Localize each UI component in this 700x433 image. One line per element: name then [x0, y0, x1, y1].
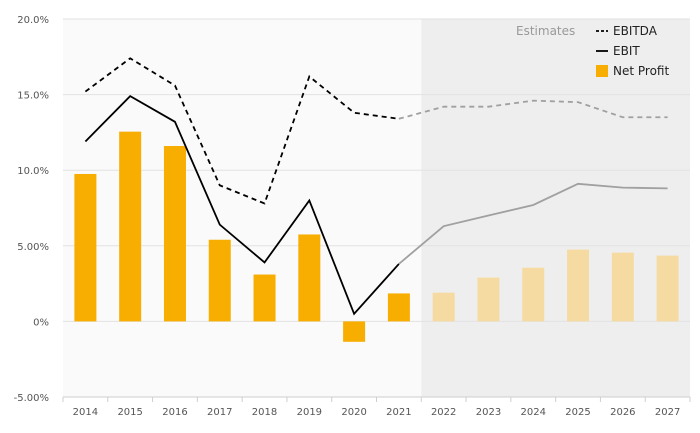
y-tick-label: 0%: [33, 317, 49, 328]
legend-swatch-net-profit: [596, 65, 608, 77]
x-tick-label: 2023: [476, 407, 501, 418]
bar-net-profit: [119, 131, 142, 322]
y-tick-label: 10.0%: [17, 166, 49, 177]
estimates-label: Estimates: [516, 24, 575, 38]
line-ebit-estimate: [398, 182, 668, 265]
bar-net-profit: [74, 173, 97, 322]
x-tick-label: 2026: [610, 407, 635, 418]
x-tick-label: 2025: [565, 407, 590, 418]
bar-net-profit: [477, 277, 500, 322]
y-tick-label: 15.0%: [17, 91, 49, 102]
bar-net-profit: [656, 255, 679, 322]
bar-net-profit: [163, 146, 186, 322]
x-tick-label: 2020: [341, 407, 366, 418]
bar-net-profit: [343, 321, 366, 342]
line-ebitda-estimate: [398, 99, 668, 120]
x-tick-label: 2019: [297, 407, 322, 418]
x-tick-label: 2027: [655, 407, 680, 418]
legend-label-ebit: EBIT: [613, 44, 640, 58]
x-tick-label: 2022: [431, 407, 456, 418]
line-ebitda-actual: [84, 57, 400, 205]
bar-net-profit: [253, 274, 276, 322]
y-tick-label: 20.0%: [17, 15, 49, 26]
legend-label-net-profit: Net Profit: [613, 64, 669, 78]
x-tick-label: 2021: [386, 407, 411, 418]
x-tick-label: 2017: [207, 407, 232, 418]
bar-net-profit: [611, 252, 634, 322]
bar-net-profit: [298, 234, 321, 322]
bar-net-profit: [208, 239, 231, 322]
x-tick-label: 2024: [521, 407, 546, 418]
bar-net-profit: [432, 292, 455, 322]
bar-net-profit: [522, 267, 545, 322]
y-tick-label: 5.00%: [17, 242, 49, 253]
estimates-region: [421, 19, 690, 397]
x-tick-label: 2015: [117, 407, 142, 418]
x-tick-label: 2016: [162, 407, 187, 418]
bar-net-profit: [567, 249, 590, 322]
legend-label-ebitda: EBITDA: [613, 24, 658, 38]
x-tick-label: 2018: [252, 407, 277, 418]
x-tick-label: 2014: [73, 407, 98, 418]
line-ebit-actual: [84, 94, 400, 316]
bar-net-profit: [387, 293, 410, 322]
y-tick-label: -5.00%: [14, 393, 49, 404]
